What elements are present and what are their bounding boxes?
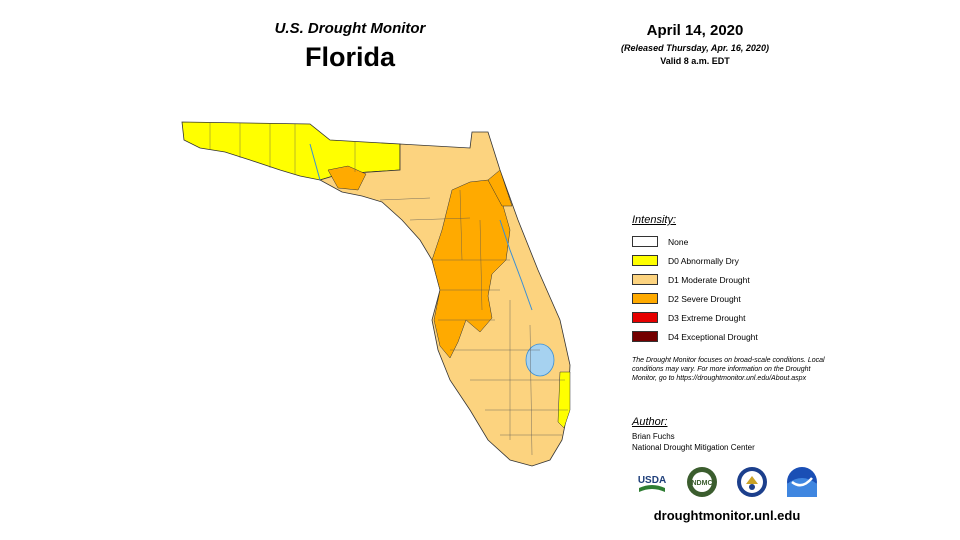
legend-item-d1: D1 Moderate Drought [632,270,852,289]
legend-swatch-d4 [632,331,658,342]
release-date: (Released Thursday, Apr. 16, 2020) [621,43,769,53]
st-johns-river [499,219,533,311]
legend-item-none: None [632,232,852,251]
lake-okeechobee [525,343,555,377]
legend-swatch-d3 [632,312,658,323]
bigbend-d2-region [327,165,367,191]
legend-label: D3 Extreme Drought [668,312,746,323]
legend-swatch-d0 [632,255,658,266]
map-title: U.S. Drought Monitor [274,20,426,37]
author-block: Author: Brian Fuchs National Drought Mit… [632,416,852,453]
disclaimer-note: The Drought Monitor focuses on broad-sca… [632,357,825,382]
logo-strip: USDA NDMC [636,466,826,504]
legend-label: D2 Severe Drought [668,293,741,304]
legend-swatch-d1 [632,274,658,285]
svg-text:NDMC: NDMC [692,480,713,487]
author-name: Brian Fuchs [632,432,675,441]
legend-item-d2: D2 Severe Drought [632,289,852,308]
legend-swatch-d2 [632,293,658,304]
legend-item-d3: D3 Extreme Drought [632,308,852,327]
legend-item-d4: D4 Exceptional Drought [632,327,852,346]
florida-drought-map [181,121,571,467]
legend: Intensity: None D0 Abnormally Dry D1 Mod… [632,214,852,346]
legend-item-d0: D0 Abnormally Dry [632,251,852,270]
panhandle-d0-region [181,121,401,181]
legend-label: D1 Moderate Drought [668,274,750,285]
noaa-logo-icon [787,467,817,497]
county-lines [209,122,568,456]
southeast-d0-region [557,371,571,429]
legend-label: D0 Abnormally Dry [668,255,739,266]
apalachicola-river [309,143,321,181]
legend-label: D4 Exceptional Drought [668,331,758,342]
map-date: April 14, 2020 [646,22,744,39]
legend-swatch-none [632,236,658,247]
commerce-seal-icon [737,467,767,497]
ndmc-logo-icon: NDMC [687,467,717,497]
legend-label: None [668,236,689,247]
author-org: National Drought Mitigation Center [632,443,755,452]
state-name: Florida [304,42,395,72]
svg-text:USDA: USDA [638,475,666,486]
date-block: April 14, 2020 (Released Thursday, Apr. … [590,22,800,66]
author-heading: Author: [632,416,668,428]
usda-logo-icon: USDA [638,475,666,492]
site-url[interactable]: droughtmonitor.unl.edu [653,508,801,523]
northeast-d2-region [487,169,513,207]
valid-time: Valid 8 a.m. EDT [660,56,730,66]
legend-heading: Intensity: [632,214,677,226]
